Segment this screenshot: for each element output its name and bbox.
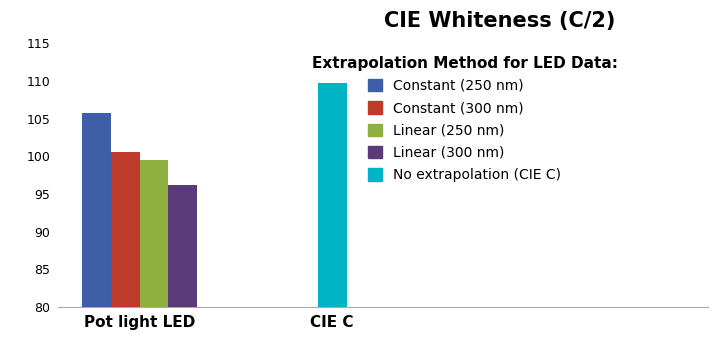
Bar	[139, 160, 168, 307]
Bar	[82, 113, 110, 307]
Bar	[110, 152, 139, 307]
Title: CIE Whiteness (C/2): CIE Whiteness (C/2)	[384, 11, 615, 31]
Bar	[318, 83, 347, 307]
Bar	[168, 185, 197, 307]
Legend: Constant (250 nm), Constant (300 nm), Linear (250 nm), Linear (300 nm), No extra: Constant (250 nm), Constant (300 nm), Li…	[312, 56, 617, 182]
